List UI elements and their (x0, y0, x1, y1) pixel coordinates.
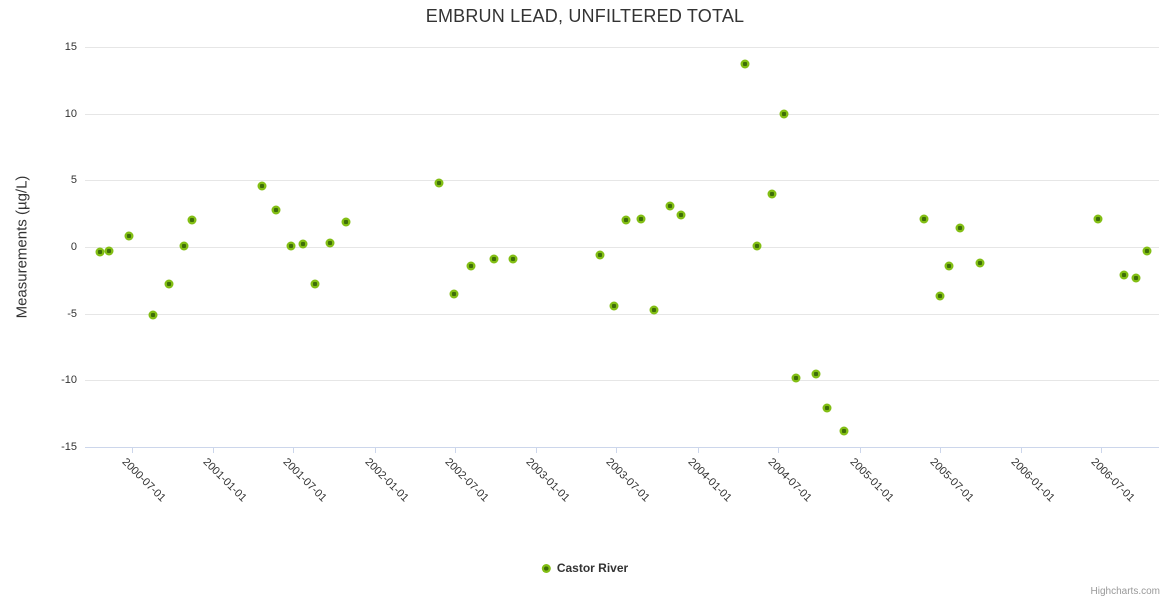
x-axis-tick (293, 447, 295, 453)
data-point[interactable] (508, 254, 518, 264)
y-axis-label: 5 (70, 174, 77, 187)
data-point[interactable] (665, 201, 675, 211)
highcharts-credits-link[interactable]: Highcharts.com (1090, 586, 1160, 597)
data-point[interactable] (595, 250, 605, 260)
data-point[interactable] (609, 301, 619, 311)
y-gridline (85, 47, 1159, 48)
y-axis-label: -5 (67, 307, 77, 320)
x-axis-label: 2005-07-01 (927, 456, 976, 505)
data-point[interactable] (621, 215, 631, 225)
x-axis-label: 2000-07-01 (119, 456, 168, 505)
data-point[interactable] (752, 241, 762, 251)
data-point[interactable] (740, 59, 750, 69)
x-axis-label: 2004-01-01 (685, 456, 734, 505)
data-point[interactable] (286, 241, 296, 251)
data-point[interactable] (975, 258, 985, 268)
y-axis-label: 0 (70, 241, 77, 253)
data-point[interactable] (1142, 246, 1152, 256)
data-point[interactable] (791, 373, 801, 383)
data-point[interactable] (298, 239, 308, 249)
x-axis-label: 2002-01-01 (362, 456, 411, 505)
data-point[interactable] (124, 231, 134, 241)
x-axis-label: 2001-01-01 (200, 456, 250, 505)
data-point[interactable] (636, 214, 646, 224)
data-point[interactable] (95, 247, 105, 257)
data-point[interactable] (767, 189, 776, 199)
data-point[interactable] (257, 181, 267, 191)
data-point[interactable] (839, 426, 849, 436)
data-point[interactable] (919, 214, 929, 224)
data-point[interactable] (676, 210, 686, 220)
x-axis-label: 2005-01-01 (847, 456, 896, 505)
x-axis-tick (939, 447, 941, 453)
x-axis-tick (213, 447, 215, 453)
x-axis-tick (778, 447, 780, 453)
data-point[interactable] (434, 178, 444, 188)
legend-item-castor-river[interactable]: Castor River (541, 561, 629, 575)
x-axis-tick (859, 447, 861, 453)
legend-label: Castor River (556, 561, 629, 575)
y-axis-label: 15 (64, 41, 77, 53)
data-point[interactable] (649, 305, 659, 315)
y-gridline (85, 380, 1159, 382)
y-gridline (85, 247, 1159, 248)
x-axis-tick (454, 447, 456, 453)
data-point[interactable] (449, 289, 459, 299)
y-axis-label: -10 (61, 374, 77, 387)
x-axis-tick (374, 447, 376, 453)
data-point[interactable] (489, 254, 499, 264)
data-point[interactable] (944, 261, 954, 271)
y-axis-title: Measurements (µg/L) (13, 175, 31, 319)
y-gridline (85, 313, 1159, 315)
data-point[interactable] (310, 279, 320, 289)
data-point[interactable] (187, 215, 197, 225)
data-point[interactable] (955, 223, 965, 233)
y-axis-label: 10 (64, 107, 77, 120)
y-axis-label: -15 (61, 441, 77, 453)
data-point[interactable] (325, 238, 335, 248)
y-gridline (85, 113, 1159, 115)
x-axis-line (85, 447, 1159, 448)
series-marker-icon (541, 563, 551, 573)
data-point[interactable] (164, 279, 174, 289)
data-point[interactable] (811, 369, 821, 379)
x-axis-label: 2006-07-01 (1088, 456, 1137, 505)
y-gridline (85, 180, 1159, 182)
data-point[interactable] (271, 205, 281, 215)
x-axis-tick (536, 447, 538, 453)
x-axis-tick (1020, 447, 1022, 453)
x-axis-label: 2004-07-01 (765, 456, 814, 505)
data-point[interactable] (1093, 214, 1103, 224)
x-axis-label: 2002-07-01 (442, 456, 491, 505)
x-axis-tick (131, 447, 133, 453)
data-point[interactable] (104, 246, 114, 256)
data-point[interactable] (822, 403, 832, 413)
x-axis-label: 2003-07-01 (603, 456, 653, 505)
x-axis-label: 2003-01-01 (523, 456, 572, 505)
x-axis-label: 2001-07-01 (280, 456, 330, 505)
data-point[interactable] (148, 310, 158, 320)
data-point[interactable] (466, 261, 476, 271)
data-point[interactable] (1131, 273, 1141, 283)
x-axis-tick (616, 447, 618, 453)
data-point[interactable] (341, 217, 351, 227)
x-axis-tick (697, 447, 699, 453)
chart-title: EMBRUN LEAD, UNFILTERED TOTAL (425, 6, 745, 26)
data-point[interactable] (779, 109, 789, 119)
data-point[interactable] (179, 241, 189, 251)
data-point[interactable] (935, 291, 945, 301)
x-axis-label: 2006-01-01 (1008, 456, 1057, 505)
x-axis-tick (1101, 447, 1103, 453)
data-point[interactable] (1119, 270, 1129, 280)
